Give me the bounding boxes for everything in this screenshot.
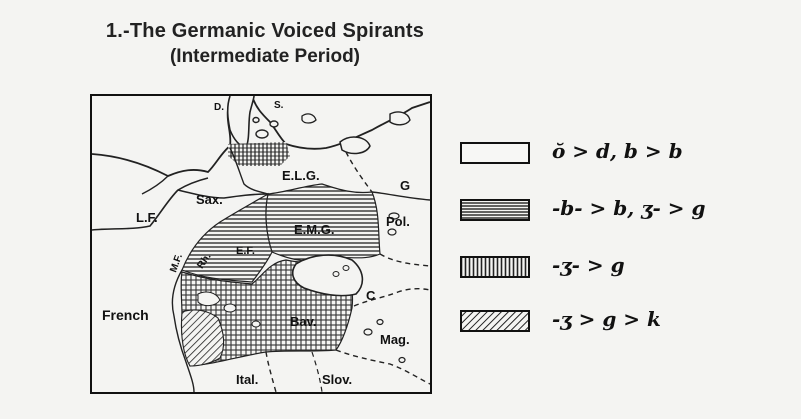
label-saxon: Sax. bbox=[196, 192, 223, 207]
label-bavarian: Bav. bbox=[290, 314, 317, 329]
label-magyar: Mag. bbox=[380, 332, 410, 347]
label-g: G bbox=[400, 178, 410, 193]
label-east-franconian: E.F. bbox=[236, 245, 255, 257]
label-low-franconian: L.F. bbox=[136, 210, 158, 225]
label-elg: E.L.G. bbox=[282, 168, 320, 183]
legend-swatch-diagonal bbox=[460, 310, 530, 332]
legend-label: -b- > b, ʒ- > g bbox=[552, 196, 706, 220]
map-title: 1.-The Germanic Voiced Spirants bbox=[105, 20, 425, 42]
legend-label: -ʒ > g > k bbox=[552, 307, 661, 331]
legend-label: ŏ > d, b > b bbox=[552, 139, 683, 163]
label-italian: Ital. bbox=[236, 372, 258, 387]
label-emg: E.M.G. bbox=[294, 222, 334, 237]
dialect-map: D. S. E.L.G. Sax. G L.F. Pol. E.M.G. M.F… bbox=[90, 94, 432, 394]
region-west-central bbox=[181, 192, 273, 283]
legend-swatch-blank bbox=[460, 142, 530, 164]
label-c: C bbox=[366, 288, 376, 303]
label-slovenian: Slov. bbox=[322, 372, 352, 387]
coastline bbox=[92, 96, 239, 177]
region-vertical-north bbox=[228, 142, 290, 166]
legend-label: -ʒ- > g bbox=[552, 253, 625, 277]
label-polish: Pol. bbox=[386, 214, 410, 229]
legend-swatch-horizontal bbox=[460, 199, 530, 221]
label-swedish: S. bbox=[274, 100, 284, 111]
label-danish: D. bbox=[214, 102, 224, 113]
legend-swatch-vertical bbox=[460, 256, 530, 278]
label-french: French bbox=[102, 307, 149, 323]
map-subtitle: (Intermediate Period) bbox=[169, 46, 361, 67]
region-southwest-diagonal bbox=[180, 309, 225, 367]
